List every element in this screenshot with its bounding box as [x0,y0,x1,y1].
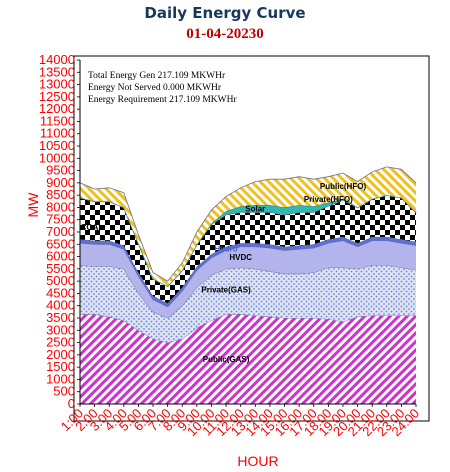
chart-date: 01-04-20230 [186,26,264,42]
area-coal [80,195,416,304]
area-public-hfo [80,166,416,287]
y-tick-label: 500 [53,384,75,399]
y-tick-label: 12500 [39,89,75,104]
y-tick-label: 1000 [46,371,75,386]
area-hydro [80,236,416,307]
label-hvdc: HVDC [229,253,252,262]
label-private-gas: Private(GAS) [201,285,251,294]
area-private-gas [80,265,416,343]
y-tick-label: 2500 [46,335,75,350]
y-axis-ticks: 0500100015002000250030003500400045005000… [39,52,80,411]
y-tick-label: 7000 [46,224,75,239]
area-public-gas [80,314,416,404]
area-outline-public-hfo [79,166,417,282]
label-hydro: Hydro [215,245,238,254]
y-tick-label: 14000 [39,52,75,67]
label-private-hfo: Private(HFO) [304,195,353,204]
y-tick-label: 11500 [40,113,75,128]
y-tick-label: 3000 [46,322,75,337]
y-tick-label: 6000 [46,249,75,264]
y-tick-label: 10500 [39,138,75,153]
y-tick-label: 1500 [46,359,75,374]
x-axis-label: HOUR [237,453,278,469]
area-hvdc [80,240,416,318]
y-tick-label: 9000 [46,175,75,190]
label-solar: Solar [245,205,265,214]
y-tick-label: 5000 [46,273,75,288]
area-series-group [79,166,417,404]
y-tick-label: 13000 [39,77,75,92]
label-public-gas: Public(GAS) [203,355,250,364]
info-line-requirement: Energy Requirement 217.109 MKWHr [88,95,237,105]
label-public-hfo: Public(HFO) [320,182,367,191]
info-box: Total Energy Gen 217.109 MKWHr Energy No… [88,71,237,105]
y-tick-label: 8500 [46,187,75,202]
y-tick-label: 0 [68,396,75,411]
y-tick-label: 12000 [39,101,75,116]
y-tick-label: 11000 [40,126,75,141]
y-tick-label: 9500 [46,163,75,178]
y-tick-label: 13500 [39,64,75,79]
y-tick-label: 6500 [46,236,75,251]
y-tick-label: 3500 [46,310,75,325]
y-tick-label: 8000 [46,199,75,214]
y-axis-label: MW [25,192,41,218]
info-line-total: Total Energy Gen 217.109 MKWHr [88,71,226,81]
y-tick-label: 7500 [46,212,75,227]
chart-title: Daily Energy Curve [144,4,306,22]
y-tick-label: 4500 [46,285,75,300]
y-tick-label: 4000 [46,298,75,313]
info-line-not-served: Energy Not Served 0.000 MKWHr [88,83,222,93]
label-coal: COAL [81,223,104,232]
y-tick-label: 5500 [46,261,75,276]
y-tick-label: 10000 [39,150,75,165]
y-tick-label: 2000 [46,347,75,362]
